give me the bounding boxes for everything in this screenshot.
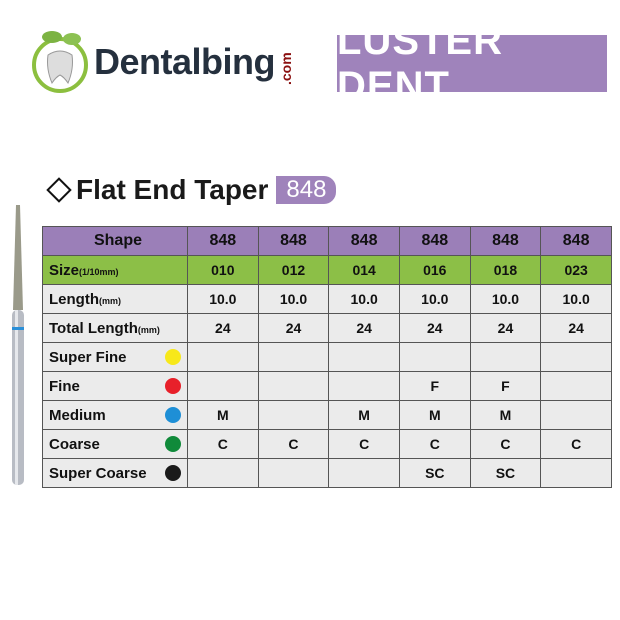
spec-table: Shape 848 848 848 848 848 848 Size(1/10mm) 010 01…: [42, 226, 612, 488]
row-label: Total Length(mm): [42, 313, 188, 343]
grit-color-dot: [165, 407, 181, 423]
table-cell: 10.0: [328, 284, 400, 314]
row-label: Shape: [42, 226, 188, 256]
table-cell: [328, 342, 400, 372]
grit-color-dot: [165, 378, 181, 394]
table-cell: [540, 342, 612, 372]
table-row-length: Length(mm) 10.0 10.0 10.0 10.0 10.0 10.0: [42, 284, 612, 314]
table-cell: F: [398, 371, 471, 401]
table-cell: 023: [540, 255, 612, 285]
luster-dent-logo: LUSTER DENT: [337, 19, 607, 108]
row-label: Coarse: [42, 429, 188, 459]
grit-color-dot: [165, 349, 181, 365]
row-label: Medium: [42, 400, 188, 430]
table-cell: 016: [398, 255, 471, 285]
table-cell: [540, 400, 612, 430]
table-row-grit: Fine F F: [42, 371, 612, 401]
table-cell: 014: [328, 255, 400, 285]
table-cell: C: [328, 429, 400, 459]
table-cell: [257, 400, 330, 430]
table-cell: [328, 458, 400, 488]
table-cell: C: [540, 429, 612, 459]
grit-color-dot: [165, 465, 181, 481]
table-cell: [398, 342, 471, 372]
table-cell: 848: [540, 226, 612, 256]
table-cell: [187, 342, 259, 372]
table-cell: 10.0: [469, 284, 542, 314]
table-cell: C: [398, 429, 471, 459]
row-label: Fine: [42, 371, 188, 401]
table-cell: [257, 458, 330, 488]
table-cell: M: [398, 400, 471, 430]
table-cell: 24: [187, 313, 259, 343]
table-cell: M: [469, 400, 542, 430]
table-cell: [257, 371, 330, 401]
bur-image: [12, 205, 24, 485]
table-cell: C: [257, 429, 330, 459]
table-cell: 848: [187, 226, 259, 256]
row-label: Size(1/10mm): [42, 255, 188, 285]
table-cell: [469, 342, 542, 372]
table-row-shape: Shape 848 848 848 848 848 848: [42, 226, 612, 256]
table-cell: [540, 458, 612, 488]
table-cell: [328, 371, 400, 401]
dentalbing-logo: Dentalbing .com: [30, 25, 300, 95]
table-row-size: Size(1/10mm) 010 012 014 016 018 023: [42, 255, 612, 285]
row-label: Super Coarse: [42, 458, 188, 488]
table-cell: 018: [469, 255, 542, 285]
grit-color-dot: [165, 436, 181, 452]
table-cell: 24: [328, 313, 400, 343]
table-cell: 010: [187, 255, 259, 285]
table-cell: 10.0: [257, 284, 330, 314]
table-cell: SC: [398, 458, 471, 488]
table-cell: [187, 458, 259, 488]
row-label: Length(mm): [42, 284, 188, 314]
table-row-grit: Coarse C C C C C C: [42, 429, 612, 459]
table-cell: [187, 371, 259, 401]
model-badge: 848: [276, 176, 337, 204]
table-cell: 24: [257, 313, 330, 343]
table-cell: C: [469, 429, 542, 459]
table-row-total-length: Total Length(mm) 24 24 24 24 24 24: [42, 313, 612, 343]
diamond-icon: [46, 177, 72, 203]
table-cell: 24: [540, 313, 612, 343]
row-label: Super Fine: [42, 342, 188, 372]
table-cell: 848: [328, 226, 400, 256]
table-cell: 24: [398, 313, 471, 343]
table-cell: 10.0: [187, 284, 259, 314]
table-cell: 848: [398, 226, 471, 256]
tooth-leaf-icon: [32, 31, 88, 93]
table-cell: [257, 342, 330, 372]
table-cell: 10.0: [398, 284, 471, 314]
table-cell: M: [328, 400, 400, 430]
table-cell: 848: [257, 226, 330, 256]
table-cell: 24: [469, 313, 542, 343]
table-row-grit: Medium M M M M: [42, 400, 612, 430]
table-row-grit: Super Coarse SC SC: [42, 458, 612, 488]
table-cell: SC: [469, 458, 542, 488]
table-cell: C: [187, 429, 259, 459]
table-row-grit: Super Fine: [42, 342, 612, 372]
page-title: Flat End Taper 848: [44, 174, 337, 206]
table-cell: 012: [257, 255, 330, 285]
table-cell: F: [469, 371, 542, 401]
table-cell: 10.0: [540, 284, 612, 314]
table-cell: [540, 371, 612, 401]
table-cell: 848: [469, 226, 542, 256]
table-cell: M: [187, 400, 259, 430]
